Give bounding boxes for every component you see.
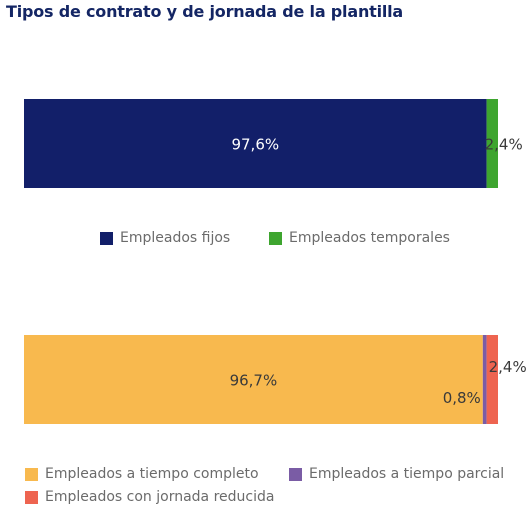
legend-label-completo: Empleados a tiempo completo <box>45 466 259 482</box>
data-label-completo: 96,7% <box>230 372 278 390</box>
legend-label-fijos: Empleados fijos <box>120 230 231 246</box>
data-label-fijos: 97,6% <box>231 136 279 154</box>
legend-item-parcial: Empleados a tiempo parcial <box>289 466 504 482</box>
bar-segment-fijos <box>24 99 487 188</box>
legend-swatch-parcial <box>289 467 302 481</box>
legend-swatch-reducida <box>25 490 38 504</box>
legend-label-temporales: Empleados temporales <box>289 230 450 246</box>
bar-segment-parcial <box>482 335 487 424</box>
chart-title: Tipos de contrato y de jornada de la pla… <box>6 2 404 21</box>
bar-segment-completo <box>24 335 483 424</box>
data-label-temporales: 2,4% <box>485 136 523 154</box>
bar-segment-temporales <box>486 99 498 188</box>
legend-item-reducida: Empleados con jornada reducida <box>25 489 274 505</box>
legend-swatch-completo <box>25 467 38 481</box>
data-label-parcial: 0,8% <box>443 389 481 407</box>
data-label-reducida: 2,4% <box>489 358 526 376</box>
legend-item-temporales: Empleados temporales <box>269 230 450 246</box>
bar-segment-reducida <box>486 335 498 424</box>
legend-item-fijos: Empleados fijos <box>100 230 230 246</box>
legend-item-completo: Empleados a tiempo completo <box>25 466 259 482</box>
legend-swatch-temporales <box>269 231 282 245</box>
legend-swatch-fijos <box>100 231 113 245</box>
legend-label-parcial: Empleados a tiempo parcial <box>309 466 505 482</box>
legend-label-reducida: Empleados con jornada reducida <box>45 489 275 505</box>
